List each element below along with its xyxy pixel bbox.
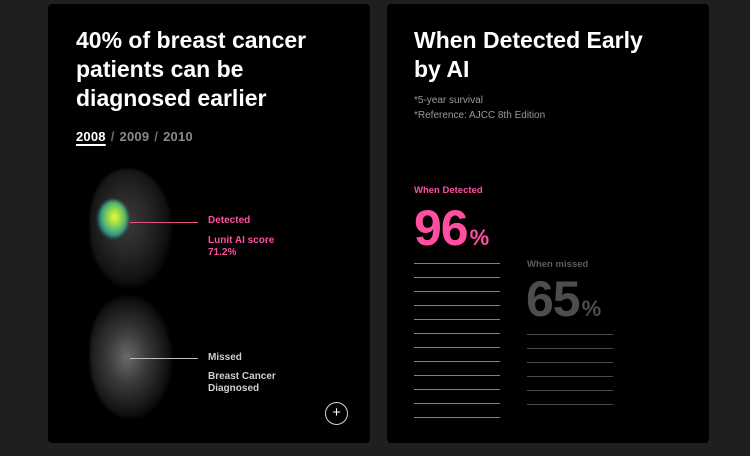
year-tab-2008[interactable]: 2008	[76, 129, 106, 144]
missed-leader-line	[130, 358, 198, 359]
ai-score-annotation: Lunit AI score 71.2%	[208, 235, 274, 259]
bar-line	[527, 390, 613, 391]
bar-line	[527, 362, 613, 363]
bar-line	[414, 305, 500, 306]
percent-unit: %	[581, 296, 602, 321]
diagnosed-label: Breast Cancer Diagnosed	[208, 371, 276, 394]
bar-line	[414, 389, 500, 390]
when-detected-label: When Detected	[414, 185, 483, 196]
survival-title: When Detected Early by AI	[414, 27, 643, 82]
expand-button[interactable]: +	[325, 402, 348, 425]
missed-label: Missed	[208, 352, 242, 363]
ai-score-value: 71.2%	[208, 247, 237, 258]
detected-bar-lines	[414, 263, 500, 431]
bar-line	[527, 348, 613, 349]
missed-bar-lines	[527, 334, 613, 418]
bar-line	[527, 376, 613, 377]
detected-survival-stat: 96%	[414, 203, 489, 263]
bar-line	[414, 403, 500, 404]
detected-label: Detected	[208, 215, 251, 226]
missed-survival-value: 65	[526, 271, 581, 327]
bar-line	[527, 334, 613, 335]
bar-line	[414, 361, 500, 362]
year-tab-2009[interactable]: 2009	[119, 129, 150, 144]
year-tab-2010[interactable]: 2010	[163, 129, 193, 144]
plus-circle-icon: +	[332, 404, 341, 421]
when-missed-label: When missed	[527, 259, 589, 270]
bar-line	[414, 333, 500, 334]
bar-line	[414, 347, 500, 348]
bar-line	[414, 263, 500, 264]
year-separator: /	[110, 129, 115, 144]
ai-heatmap-overlay	[98, 200, 128, 238]
reference-footnote: *Reference: AJCC 8th Edition	[414, 110, 546, 121]
bar-line	[527, 404, 613, 405]
bar-line	[414, 291, 500, 292]
bar-line	[414, 417, 500, 418]
stats-card-survival: When Detected Early by AI *5-year surviv…	[387, 4, 709, 443]
year-selector: 2008 / 2009 / 2010	[76, 129, 193, 144]
year-separator: /	[154, 129, 159, 144]
missed-survival-stat: 65%	[526, 274, 601, 334]
stats-card-early-diagnosis: 40% of breast cancer patients can be dia…	[48, 4, 370, 443]
ai-score-label: Lunit AI score	[208, 235, 275, 246]
detected-leader-line	[130, 222, 198, 223]
bar-line	[414, 375, 500, 376]
bar-line	[414, 277, 500, 278]
percent-unit: %	[469, 225, 490, 250]
survival-footnote: *5-year survival	[414, 95, 483, 106]
detected-survival-value: 96	[414, 200, 469, 256]
bar-line	[414, 319, 500, 320]
mammogram-missed-image	[90, 296, 172, 418]
headline: 40% of breast cancer patients can be dia…	[76, 27, 307, 111]
